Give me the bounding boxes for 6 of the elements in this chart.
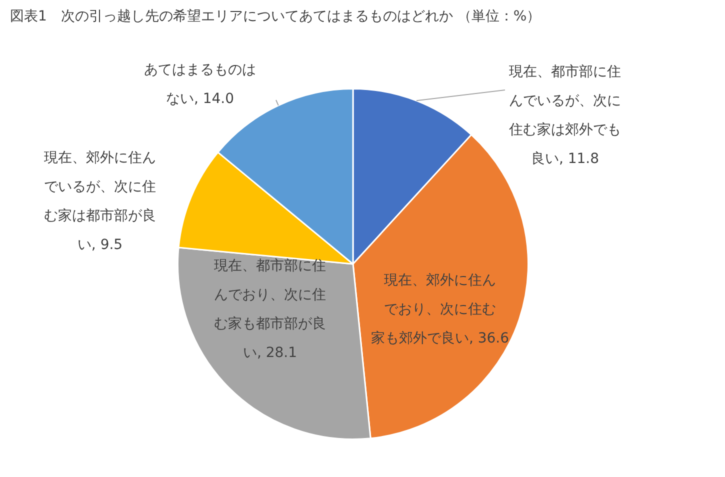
chart-title: 図表1 次の引っ越し先の希望エリアについてあてはまるものはどれか （単位：%） bbox=[10, 8, 541, 25]
slice-label: 現在、郊外に住んでいるが、次に住む家は都市部が良い, 9.5 bbox=[44, 150, 156, 254]
slice-label: あてはまるものはない, 14.0 bbox=[144, 62, 256, 108]
slice-label: 現在、都市部に住んでおり、次に住む家も都市部が良い, 28.1 bbox=[214, 258, 326, 362]
slice-label: 現在、郊外に住んでおり、次に住む家も郊外で良い, 36.6 bbox=[370, 272, 510, 347]
slice-label: 現在、都市部に住んでいるが、次に住む家は郊外でも良い, 11.8 bbox=[508, 64, 621, 168]
